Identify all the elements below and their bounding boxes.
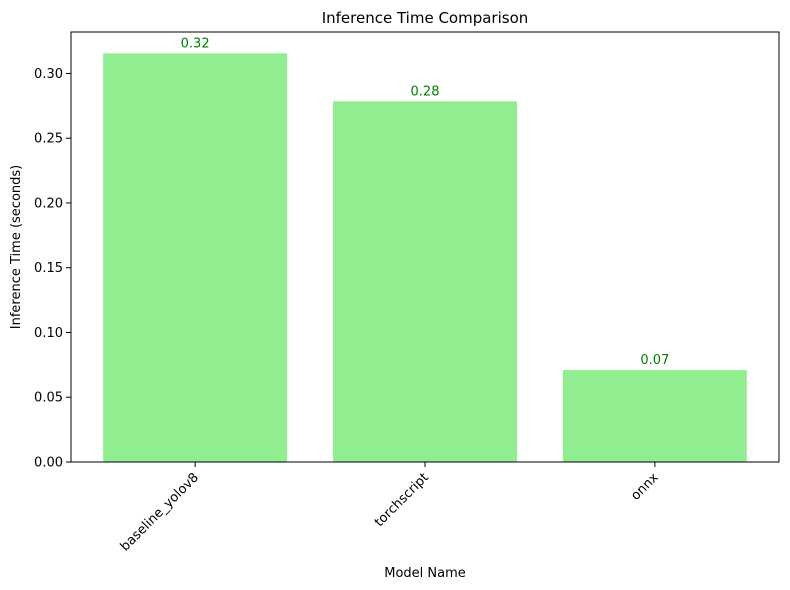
x-axis-label: Model Name (384, 566, 466, 581)
x-tick-label-baseline_yolov8: baseline_yolov8 (118, 470, 202, 554)
data-label-onnx: 0.07 (640, 353, 669, 368)
y-axis-label: Inference Time (seconds) (9, 165, 24, 329)
y-tick-label: 0.30 (34, 67, 63, 82)
bar-onnx (562, 370, 747, 462)
y-tick-label: 0.20 (34, 196, 63, 211)
y-tick-label: 0.10 (34, 326, 63, 341)
data-label-baseline_yolov8: 0.32 (181, 36, 210, 51)
y-tick-label: 0.05 (34, 391, 63, 406)
chart-title: Inference Time Comparison (322, 9, 529, 27)
bar-baseline_yolov8 (103, 53, 288, 462)
x-tick-label-torchscript: torchscript (372, 470, 432, 530)
y-tick-label: 0.25 (34, 132, 63, 147)
y-tick-label: 0.15 (34, 261, 63, 276)
x-tick-label-onnx: onnx (628, 470, 662, 504)
y-tick-label: 0.00 (34, 456, 63, 471)
data-label-torchscript: 0.28 (411, 84, 440, 99)
plot-frame (70, 31, 780, 463)
bar-torchscript (333, 101, 517, 462)
